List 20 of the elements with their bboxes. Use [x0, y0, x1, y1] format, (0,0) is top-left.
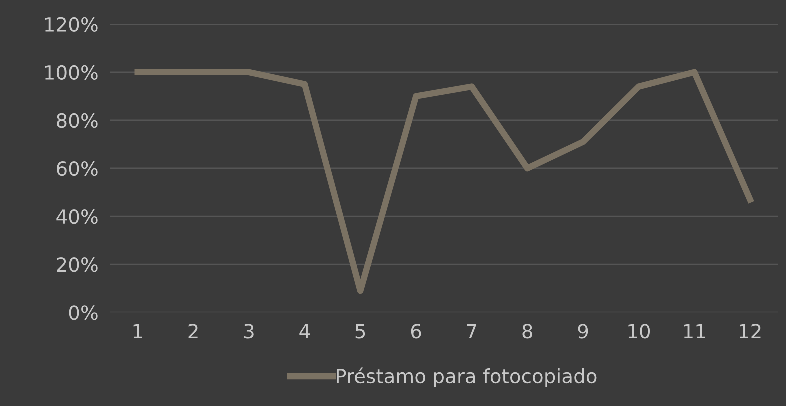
x-tick-label: 1: [134, 324, 142, 339]
y-tick-label: 20%: [57, 258, 98, 272]
x-tick-label: 9: [578, 324, 588, 339]
x-tick-label: 10: [628, 324, 650, 339]
legend-label: Préstamo para fotocopiado: [337, 368, 597, 388]
x-tick-label: 3: [244, 324, 254, 339]
y-tick-label: 80%: [57, 113, 98, 128]
x-tick-label: 8: [522, 324, 532, 339]
x-tick-label: 11: [684, 324, 706, 339]
y-tick-label: 60%: [57, 161, 98, 176]
y-tick-label: 120%: [45, 17, 98, 32]
x-tick-label: 2: [188, 324, 198, 339]
x-tick-label: 4: [300, 324, 310, 339]
x-tick-label: 7: [467, 324, 476, 339]
x-tick-label: 5: [356, 324, 366, 339]
x-tick-label: 12: [740, 324, 761, 339]
x-tick-label: 6: [411, 324, 422, 339]
y-tick-label: 0%: [69, 306, 98, 320]
y-tick-label: 100%: [45, 65, 98, 80]
y-tick-label: 40%: [56, 209, 98, 224]
